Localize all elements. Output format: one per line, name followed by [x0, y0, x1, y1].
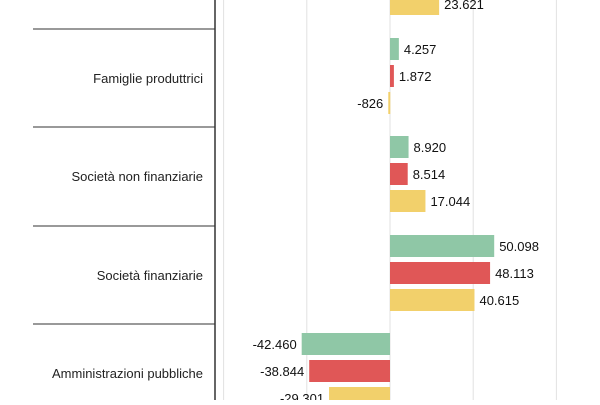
category-separators — [33, 0, 216, 400]
value-label-series0-3: 50.098 — [499, 239, 539, 254]
bar-series1-3 — [390, 262, 491, 284]
value-label-series1-3: 48.113 — [495, 266, 534, 281]
value-label-series0-2: 8.920 — [414, 140, 447, 155]
value-label-series1-4: -38.844 — [260, 364, 304, 379]
category-label-3: Società finanziarie — [97, 268, 203, 283]
bar-series2-1 — [388, 92, 391, 114]
category-label-2: Società non finanziarie — [71, 169, 203, 184]
bar-series2-0 — [390, 0, 440, 15]
bar-series0-4 — [301, 333, 390, 355]
bar-series1-4 — [309, 360, 390, 382]
value-label-series0-1: 4.257 — [404, 42, 437, 57]
category-label-1: Famiglie produttrici — [93, 71, 203, 86]
value-label-series2-2: 17.044 — [430, 194, 470, 209]
value-label-series2-1: -826 — [357, 96, 383, 111]
value-labels: 4.257 8.920 50.098 -42.460 1.872 8.514 48.113 -… — [253, 0, 539, 405]
value-label-series1-1: 1.872 — [399, 69, 432, 84]
bar-series2-3 — [390, 289, 475, 311]
bar-series1-2 — [390, 163, 408, 185]
value-label-series2-4: -29.301 — [280, 391, 324, 400]
bar-series0-2 — [390, 136, 409, 158]
value-label-series0-4: -42.460 — [253, 337, 297, 352]
category-label-4: Amministrazioni pubbliche — [52, 366, 203, 381]
bar-series1-1 — [390, 65, 394, 87]
category-labels: Famiglie produttrici Società non finanzia… — [52, 71, 203, 381]
bars — [301, 0, 495, 405]
bar-series0-3 — [390, 235, 495, 257]
bar-series0-1 — [390, 38, 399, 60]
value-label-series1-2: 8.514 — [413, 167, 446, 182]
value-label-series2-3: 40.615 — [479, 293, 519, 308]
value-label-series2-0: 23.621 — [444, 0, 484, 12]
bar-series2-2 — [390, 190, 426, 212]
bar-series2-4 — [329, 387, 390, 405]
